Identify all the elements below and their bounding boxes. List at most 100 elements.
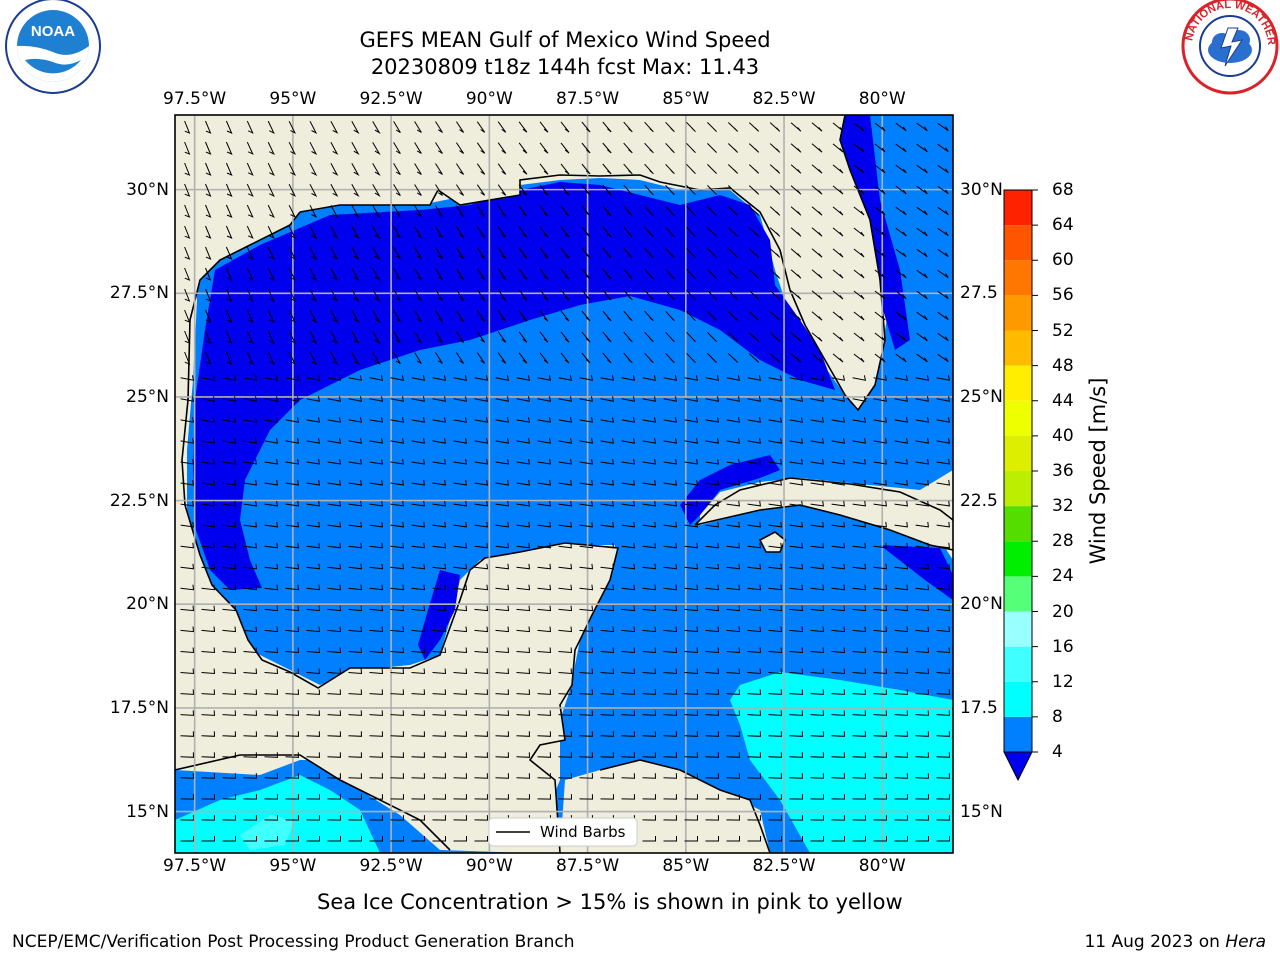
- wind-barb: [831, 836, 845, 842]
- wind-barb: [495, 794, 510, 800]
- wind-barb: [769, 248, 781, 258]
- wind-barb: [264, 563, 279, 570]
- wind-barb: [600, 794, 615, 800]
- wind-barb: [810, 542, 824, 549]
- wind-barb: [306, 689, 321, 695]
- wind-barb: [726, 710, 741, 716]
- wind-barb: [936, 459, 951, 465]
- wind-barb: [435, 163, 443, 175]
- wind-barb: [665, 268, 675, 280]
- wind-barb: [369, 542, 383, 549]
- wind-barb: [201, 417, 216, 423]
- wind-barb: [495, 668, 510, 675]
- wind-barb: [769, 122, 781, 132]
- wind-barb: [309, 267, 318, 281]
- wind-barb: [895, 143, 907, 153]
- wind-barb: [222, 689, 237, 695]
- wind-barb: [351, 247, 360, 261]
- wind-barb: [810, 626, 825, 633]
- wind-barb: [579, 773, 594, 779]
- wind-barb: [411, 710, 426, 716]
- wind-barb: [602, 289, 612, 301]
- wind-barb: [558, 584, 573, 591]
- wind-barb: [936, 479, 950, 486]
- wind-barb: [432, 459, 447, 465]
- wind-barb: [306, 647, 321, 654]
- wind-barb: [663, 396, 678, 402]
- wind-barb: [288, 246, 297, 260]
- wind-barb: [327, 459, 342, 465]
- wind-barb: [327, 710, 342, 716]
- wind-barb: [285, 605, 300, 612]
- wind-barb: [369, 396, 384, 402]
- wind-barb: [789, 689, 804, 695]
- wind-barb: [184, 267, 191, 281]
- wind-barb: [390, 396, 405, 402]
- wind-barb: [621, 668, 636, 675]
- wind-barb: [831, 396, 846, 402]
- wind-barb: [873, 500, 887, 507]
- wind-barb: [309, 141, 318, 155]
- wind-barb: [936, 710, 951, 716]
- noaa-logo: NOAA: [5, 0, 101, 94]
- wind-barb: [435, 184, 443, 196]
- wind-barb: [222, 438, 237, 444]
- wind-barb: [327, 752, 342, 758]
- wind-barb: [330, 226, 339, 239]
- wind-barb: [621, 710, 636, 716]
- wind-barb: [560, 352, 570, 364]
- wind-barb: [852, 710, 867, 716]
- colorbar-bin-1: [1004, 681, 1032, 717]
- wind-barb: [581, 352, 591, 364]
- wind-barb: [915, 563, 930, 570]
- wind-barb: [852, 731, 867, 737]
- wind-barb: [285, 459, 300, 465]
- wind-barb: [390, 710, 405, 716]
- wind-barb: [348, 459, 363, 465]
- wind-barb: [831, 521, 845, 528]
- wind-barb: [579, 542, 593, 549]
- wind-barb: [497, 247, 507, 259]
- wind-barb: [642, 605, 657, 612]
- wind-barb: [474, 710, 489, 716]
- wind-barb: [288, 141, 297, 155]
- wind-barb: [768, 731, 783, 737]
- wind-barb: [747, 815, 762, 821]
- wind-barb: [455, 289, 465, 301]
- wind-barb: [411, 375, 426, 381]
- wind-barb: [663, 773, 678, 779]
- wind-barb: [768, 500, 782, 507]
- wind-barb: [579, 375, 594, 381]
- wind-barb: [579, 731, 594, 737]
- wind-barb: [537, 500, 551, 507]
- wind-barb: [390, 773, 405, 779]
- wind-barb: [831, 710, 846, 716]
- wind-barb: [705, 773, 720, 779]
- wind-barb: [663, 731, 678, 737]
- wind-barb: [351, 163, 360, 177]
- wind-barb: [621, 689, 636, 695]
- lon-label-bottom: 92.5°W: [359, 856, 423, 876]
- wind-barb: [621, 584, 636, 591]
- wind-barb: [768, 479, 782, 486]
- wind-barb: [810, 836, 824, 842]
- wind-barb: [705, 836, 719, 842]
- wind-barb: [411, 542, 425, 549]
- lat-label-left: 15°N: [126, 801, 169, 822]
- wind-barb: [769, 143, 781, 153]
- wind-barb: [811, 269, 823, 279]
- wind-barb: [306, 752, 321, 758]
- wind-barb: [937, 164, 949, 174]
- wind-barb: [663, 542, 677, 549]
- wind-barb: [267, 204, 275, 218]
- wind-barb: [306, 815, 321, 821]
- wind-barb: [705, 375, 720, 381]
- wind-barb: [539, 205, 549, 217]
- wind-barb: [894, 542, 908, 549]
- wind-barb: [309, 204, 318, 218]
- wind-barb: [644, 121, 654, 133]
- wind-barb: [285, 794, 300, 800]
- wind-barb: [705, 417, 720, 423]
- wind-barb: [348, 710, 363, 716]
- wind-barb: [642, 459, 657, 465]
